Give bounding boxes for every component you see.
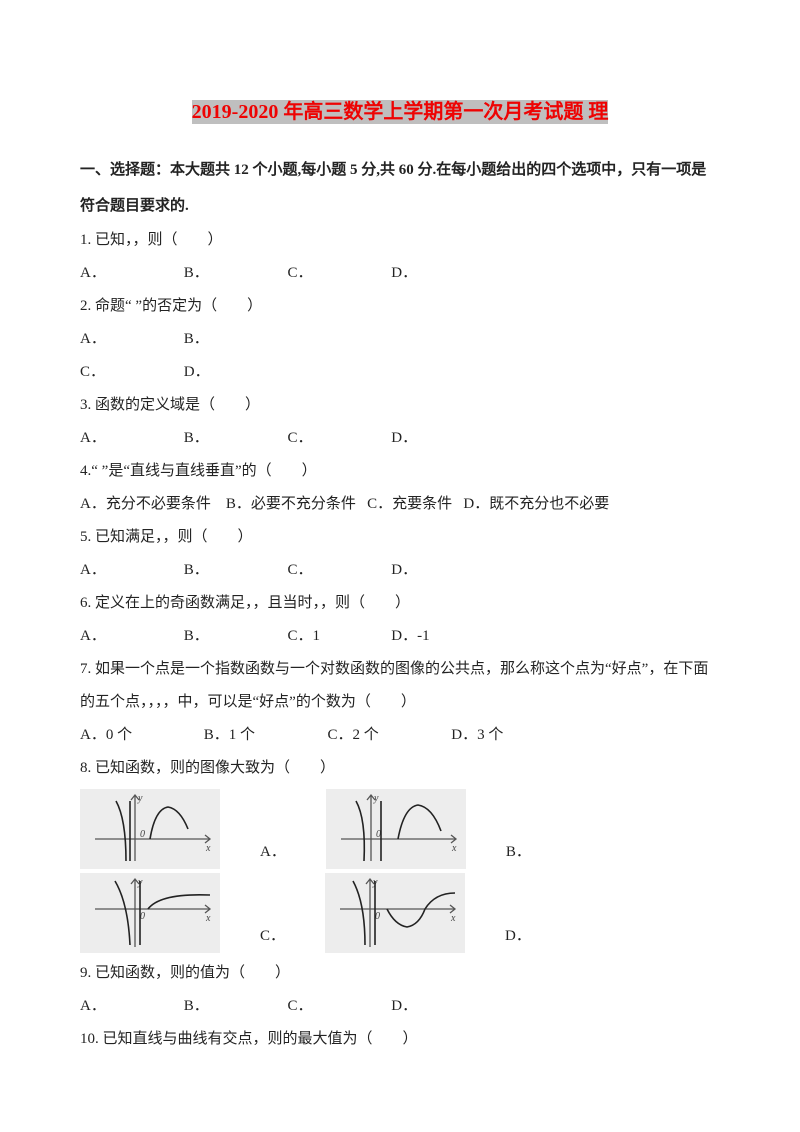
opt-a: A．: [80, 554, 180, 587]
question-2-options-2: C． D．: [80, 356, 720, 389]
question-5-options: A． B． C． D．: [80, 554, 720, 587]
opt-a: A．: [80, 257, 180, 290]
opt-b: B．: [184, 990, 284, 1023]
question-2-options-1: A． B．: [80, 323, 720, 356]
title-text: 年高三数学上学期第一次月考试题 理: [283, 100, 608, 124]
graph-b-container: y x 0: [326, 789, 466, 869]
svg-text:y: y: [373, 793, 379, 804]
opt-c: C．: [288, 990, 388, 1023]
question-7-options: A．0 个 B．1 个 C．2 个 D．3 个: [80, 719, 720, 752]
svg-text:x: x: [451, 843, 457, 854]
opt-a: A．: [80, 323, 180, 356]
opt-d: D．: [391, 422, 417, 455]
opt-a: A．: [80, 422, 180, 455]
graph-c-container: y x 0: [80, 873, 220, 953]
graph-a-container: y x 0: [80, 789, 220, 869]
opt-d: D．: [391, 990, 417, 1023]
opt-c: C．充要条件: [367, 488, 452, 521]
question-3-options: A． B． C． D．: [80, 422, 720, 455]
opt-d: D．: [391, 554, 417, 587]
question-6: 6. 定义在上的奇函数满足，，且当时，，则（ ）: [80, 587, 720, 620]
svg-text:x: x: [450, 913, 456, 924]
opt-b: B．1 个: [204, 719, 324, 752]
question-4: 4.“ ”是“直线与直线垂直”的（ ）: [80, 455, 720, 488]
question-2: 2. 命题“ ”的否定为（ ）: [80, 290, 720, 323]
graph-c-icon: y x 0: [80, 873, 220, 953]
opt-a: A．0 个: [80, 719, 200, 752]
opt-c: C．: [80, 356, 180, 389]
question-9-options: A． B． C． D．: [80, 990, 720, 1023]
opt-c: C．1: [288, 620, 388, 653]
graph-b-icon: y x 0: [326, 789, 466, 869]
question-7: 7. 如果一个点是一个指数函数与一个对数函数的图像的公共点，那么称这个点为“好点…: [80, 653, 720, 719]
svg-text:0: 0: [140, 829, 145, 840]
opt-d: D．既不充分也不必要: [463, 488, 609, 521]
question-1-options: A． B． C． D．: [80, 257, 720, 290]
question-8: 8. 已知函数，则的图像大致为（ ）: [80, 752, 720, 785]
question-10: 10. 已知直线与曲线有交点，则的最大值为（ ）: [80, 1023, 720, 1056]
opt-a: A．充分不必要条件: [80, 488, 211, 521]
graph-d-icon: y x 0: [325, 873, 465, 953]
opt-d: D．-1: [391, 620, 429, 653]
svg-text:y: y: [137, 793, 143, 804]
opt-b: B．: [184, 422, 284, 455]
graph-a-icon: y x 0: [80, 789, 220, 869]
opt-c: C．: [288, 554, 388, 587]
opt-b: B．: [184, 620, 284, 653]
question-8-graphs-row1: y x 0 A． y x 0 B．: [80, 789, 720, 869]
opt-b: B．: [184, 554, 284, 587]
question-9: 9. 已知函数，则的值为（ ）: [80, 957, 720, 990]
question-3: 3. 函数的定义域是（ ）: [80, 389, 720, 422]
opt-b: B．: [184, 257, 284, 290]
page-title: 2019-2020 年高三数学上学期第一次月考试题 理: [80, 90, 720, 134]
opt-c: C．: [288, 422, 388, 455]
opt-d: D．: [184, 356, 210, 389]
question-1: 1. 已知，，则（ ）: [80, 224, 720, 257]
opt-b: B．: [184, 323, 209, 356]
question-8-graphs-row2: y x 0 C． y x 0: [80, 873, 720, 953]
svg-text:x: x: [205, 913, 211, 924]
question-6-options: A． B． C．1 D．-1: [80, 620, 720, 653]
section-heading: 一、选择题：本大题共 12 个小题,每小题 5 分,共 60 分.在每小题给出的…: [80, 152, 720, 224]
opt-d: D．3 个: [451, 719, 503, 752]
graph-d-label: D．: [505, 920, 531, 953]
graph-d-container: y x 0: [325, 873, 465, 953]
graph-c-label: C．: [260, 920, 285, 953]
opt-c: C．2 个: [328, 719, 448, 752]
graph-a-label: A．: [260, 836, 286, 869]
title-year: 2019-2020: [192, 100, 284, 124]
opt-d: D．: [391, 257, 417, 290]
question-4-options: A．充分不必要条件 B．必要不充分条件 C．充要条件 D．既不充分也不必要: [80, 488, 720, 521]
exam-page: 2019-2020 年高三数学上学期第一次月考试题 理 一、选择题：本大题共 1…: [0, 0, 800, 1132]
question-5: 5. 已知满足，，则（ ）: [80, 521, 720, 554]
graph-b-label: B．: [506, 836, 531, 869]
opt-c: C．: [288, 257, 388, 290]
svg-text:x: x: [205, 843, 211, 854]
opt-b: B．必要不充分条件: [226, 488, 356, 521]
opt-a: A．: [80, 620, 180, 653]
opt-a: A．: [80, 990, 180, 1023]
